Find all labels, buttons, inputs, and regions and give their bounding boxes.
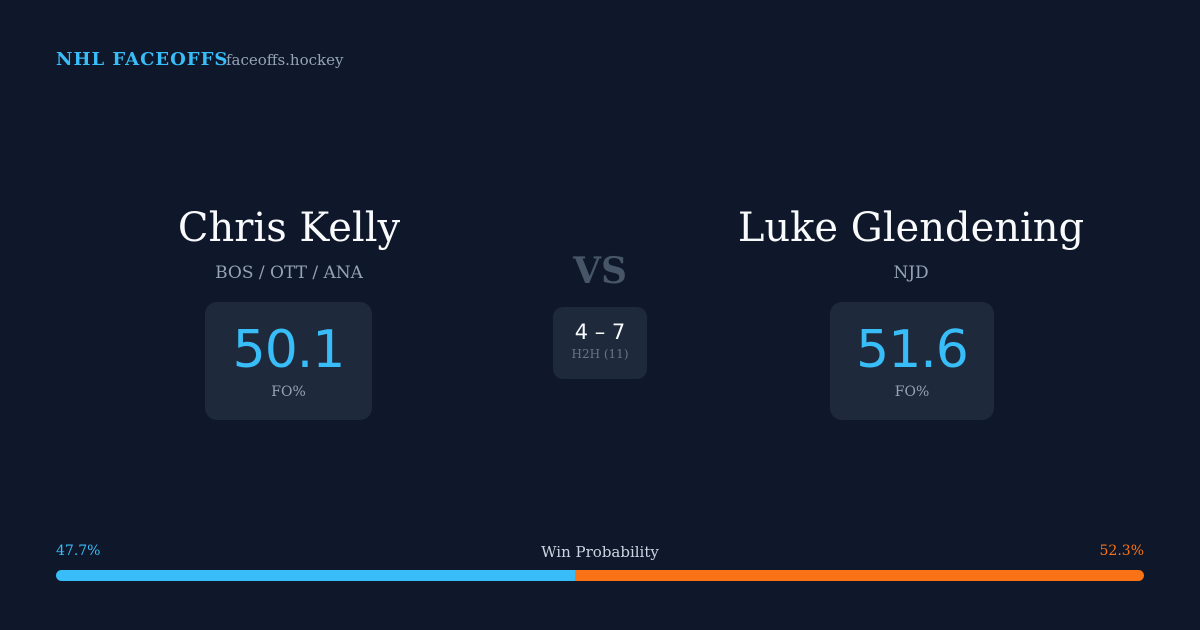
probability-title: Win Probability [541,543,659,561]
h2h-count: H2H (11) [571,347,629,361]
faceoff-pct: 50.1 [232,320,346,380]
left-probability: 47.7% [56,543,101,559]
brand: NHL FACEOFFS [56,49,229,70]
stat-label: FO% [271,384,306,400]
probability-bar [56,570,1144,581]
right-probability: 52.3% [1099,543,1144,559]
player-name: Chris Kelly [177,205,401,251]
h2h-card: 4 – 7 H2H (11) [553,307,647,379]
site-url: faceoffs.hockey [226,51,344,69]
vs-label: VS [573,250,627,292]
player-teams: NJD [893,263,929,283]
faceoff-pct: 51.6 [856,320,969,380]
player-teams: BOS / OTT / ANA [215,263,363,283]
stat-label: FO% [894,384,930,400]
left-segment [56,570,575,581]
stat-card: 50.1 FO% [205,302,372,420]
h2h-score: 4 – 7 [574,320,626,344]
stat-card: 51.6 FO% [830,302,994,420]
player-name: Luke Glendening [737,205,1085,251]
right-segment [574,570,1144,581]
